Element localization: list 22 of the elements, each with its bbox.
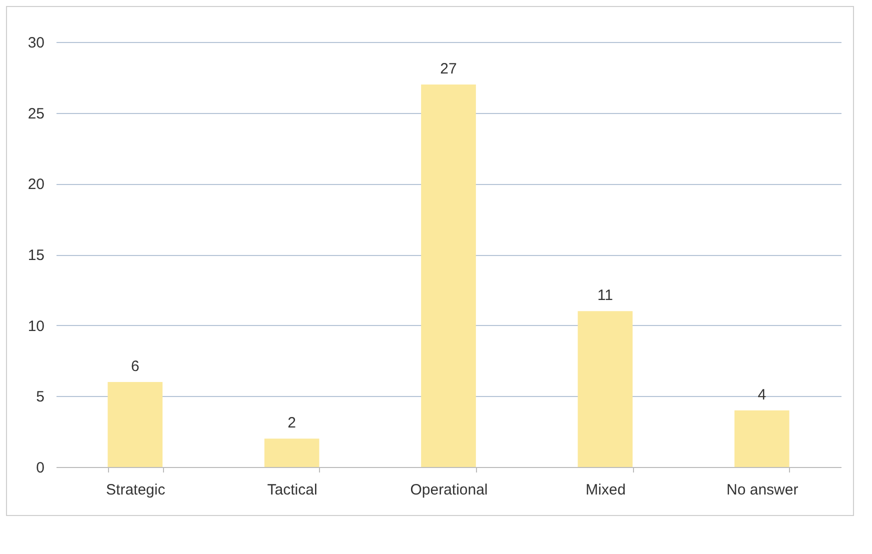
y-tick-label: 5	[36, 388, 44, 406]
y-tick-label: 10	[28, 318, 44, 335]
bar	[264, 438, 320, 467]
bar	[734, 410, 790, 467]
bar	[421, 84, 476, 467]
x-tick-label: Operational	[410, 482, 488, 498]
data-label: 11	[597, 287, 613, 304]
bar	[108, 382, 163, 467]
x-tick-label: No answer	[726, 482, 798, 498]
y-tick-label: 25	[28, 105, 44, 122]
y-tick-label: 15	[28, 247, 44, 264]
x-tick-label: Tactical	[267, 482, 318, 498]
y-tick-label: 20	[28, 176, 44, 194]
bar	[578, 311, 633, 467]
y-tick-label: 30	[28, 34, 44, 52]
data-label: 27	[440, 60, 457, 78]
data-label: 4	[758, 386, 766, 404]
y-tick-label: 0	[36, 460, 44, 476]
x-tick-label: Mixed	[586, 482, 626, 498]
data-label: 2	[288, 414, 296, 432]
x-tick-label: Strategic	[106, 482, 166, 498]
data-label: 6	[130, 358, 140, 375]
